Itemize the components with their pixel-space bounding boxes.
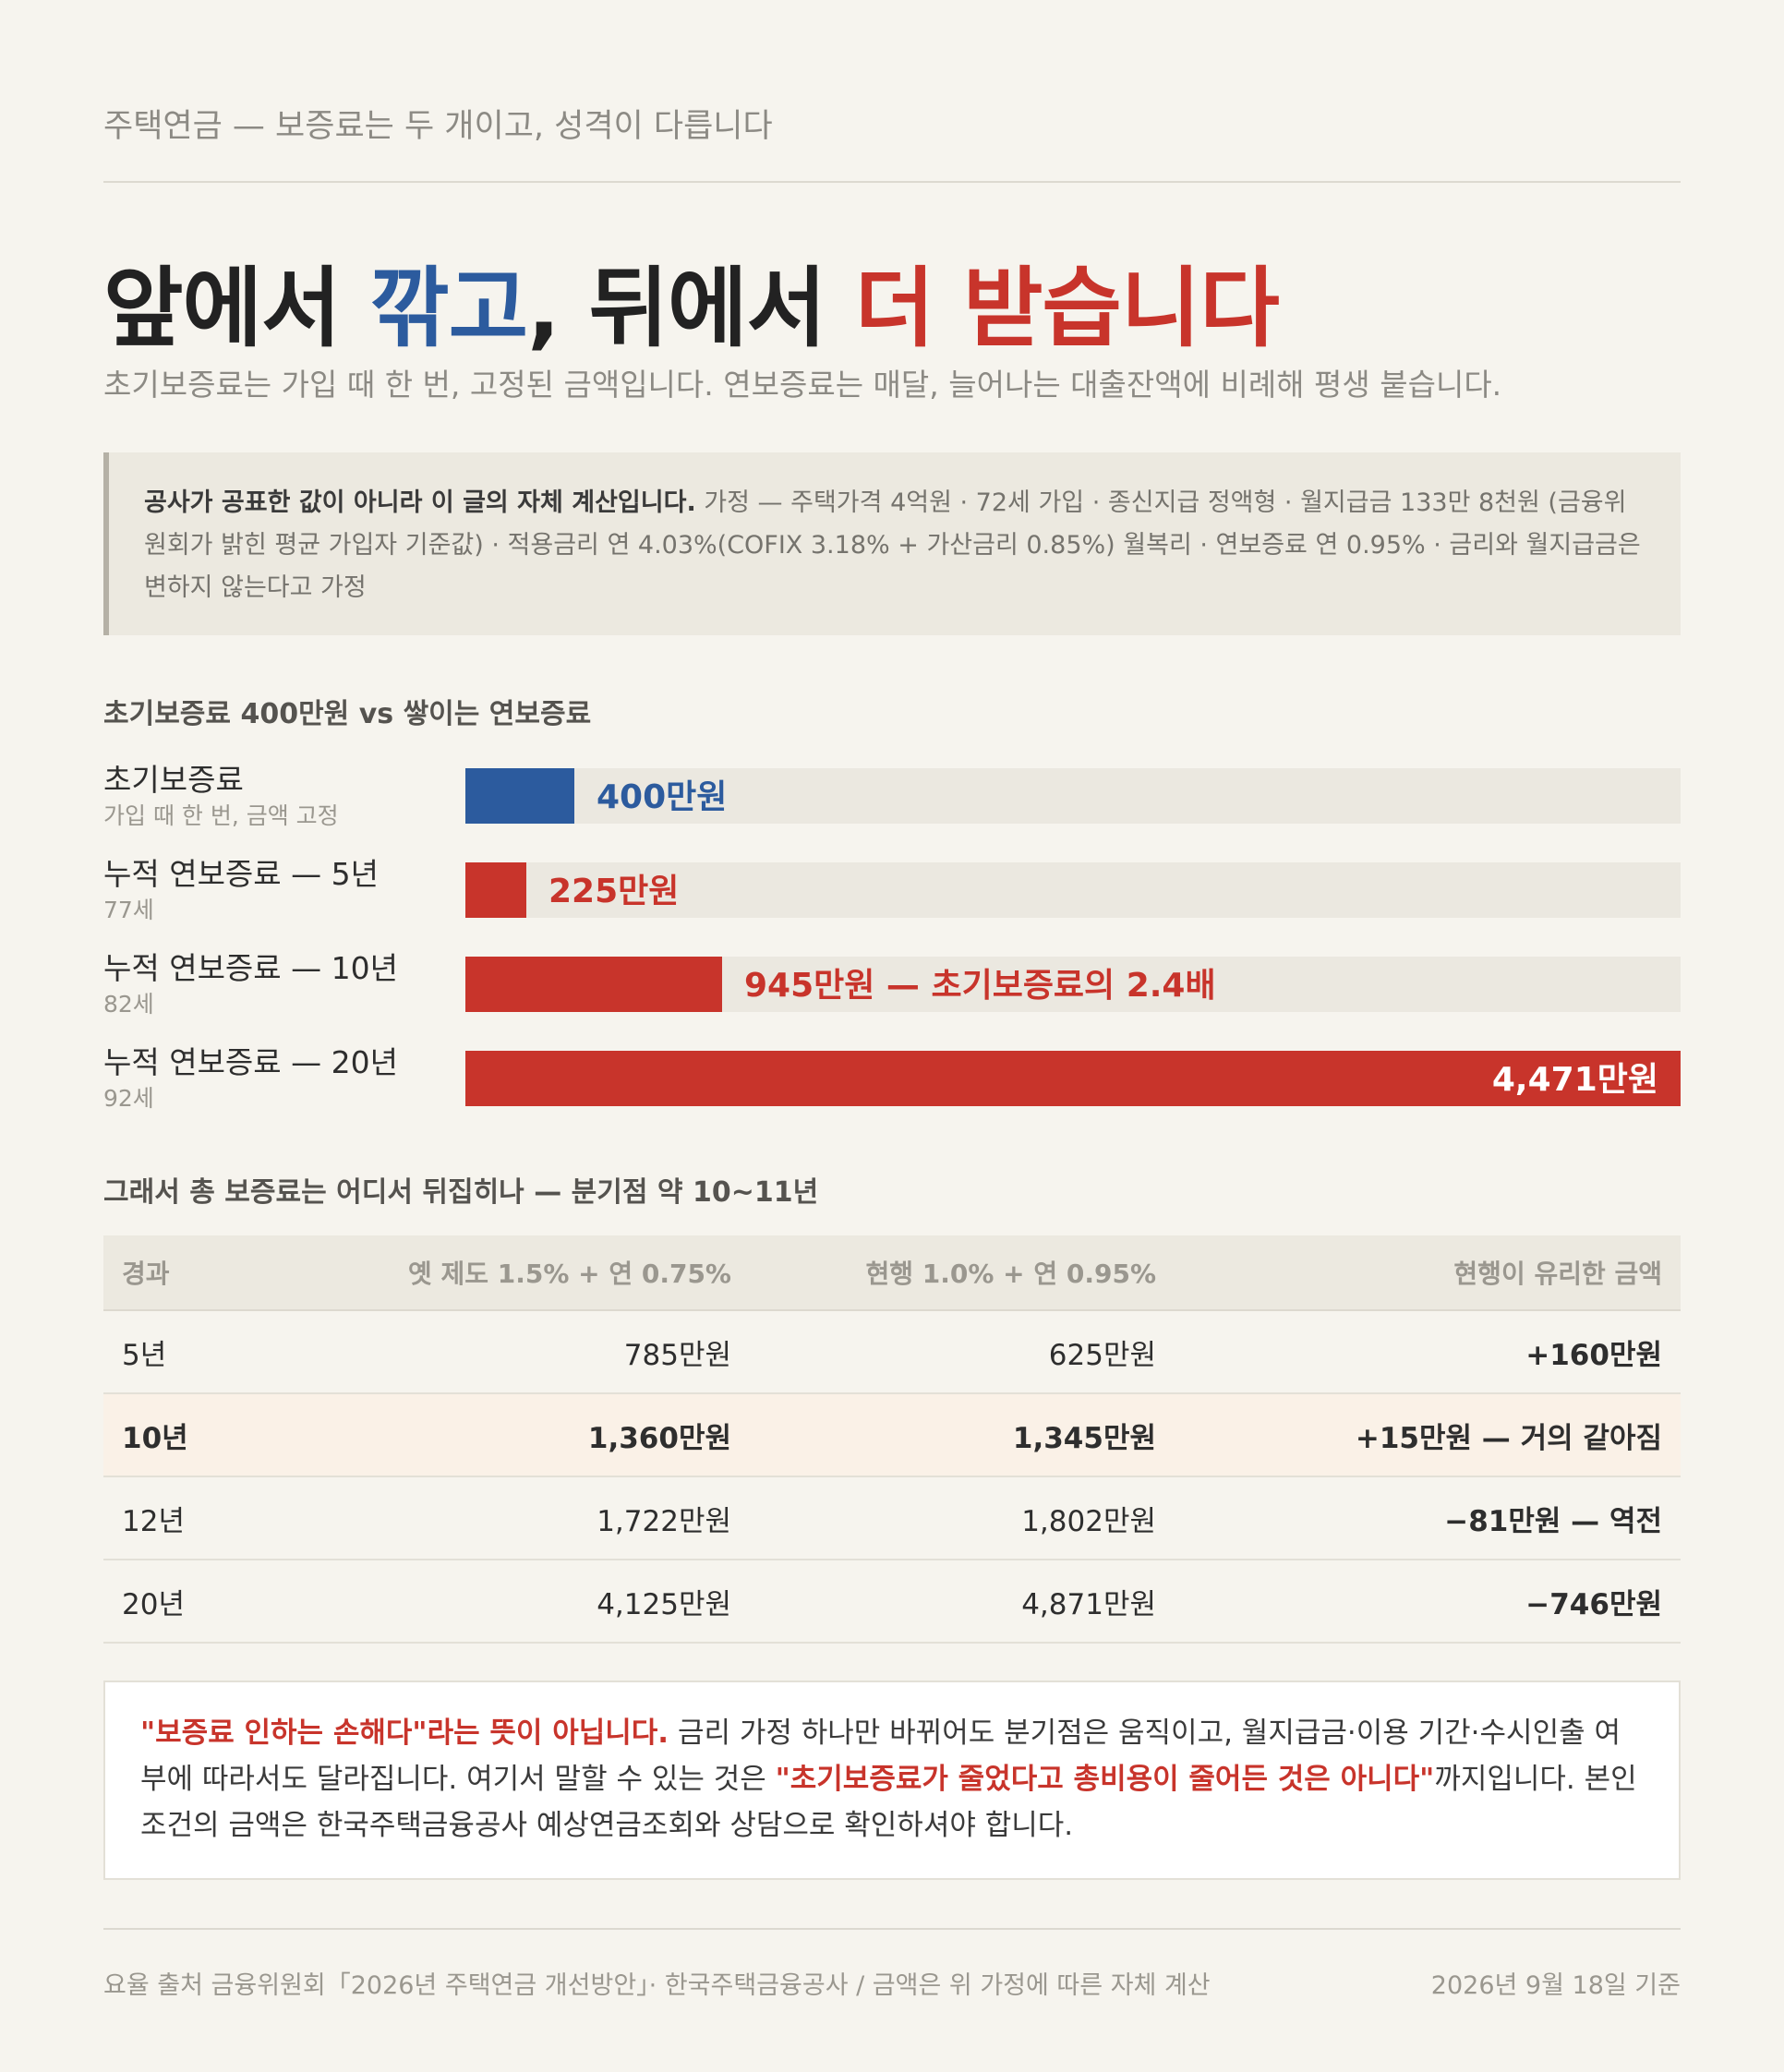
cell-current-system: 1,802만원 bbox=[750, 1476, 1175, 1560]
assumption-note: 공사가 공표한 값이 아니라 이 글의 자체 계산입니다. 가정 — 주택가격 … bbox=[103, 452, 1681, 635]
cell-current-system: 625만원 bbox=[750, 1310, 1175, 1394]
headline-part-3: , 뒤에서 bbox=[527, 259, 855, 359]
cell-current-system: 4,871만원 bbox=[750, 1560, 1175, 1644]
table-row: 20년 4,125만원 4,871만원 −746만원 bbox=[103, 1560, 1681, 1644]
bar-track: 225만원 bbox=[465, 862, 1681, 918]
bar-label: 누적 연보증료 — 5년 bbox=[103, 856, 379, 892]
caveat-callout: "보증료 인하는 손해다"라는 뜻이 아닙니다. 금리 가정 하나만 바뀌어도 … bbox=[103, 1680, 1681, 1880]
footer-divider bbox=[103, 1928, 1681, 1930]
bar-value-label: 400만원 bbox=[597, 778, 728, 816]
footer-source: 요율 출처 금융위원회「2026년 주택연금 개선방안」· 한국주택금융공사 /… bbox=[103, 1971, 1211, 2000]
assumption-note-bold: 공사가 공표한 값이 아니라 이 글의 자체 계산입니다. bbox=[144, 488, 696, 517]
bar-sublabel: 82세 bbox=[103, 991, 154, 1018]
table-row: 5년 785만원 625만원 +160만원 bbox=[103, 1310, 1681, 1394]
bar-value-label: 4,471만원 bbox=[1491, 1061, 1658, 1099]
callout-text-1: 금리 가정 하나만 바뀌어도 분기점은 움직이고, 월지급금·이용 기간·수시인… bbox=[140, 1717, 1621, 1796]
top-divider bbox=[103, 181, 1681, 183]
callout-text-2: 까지입니다. 본인 조건의 금액은 한국주택금융공사 예상연금조회와 상담으로 … bbox=[140, 1763, 1637, 1842]
headline-part-2: 깎고 bbox=[369, 259, 528, 359]
bar-track: 945만원 — 초기보증료의 2.4배 bbox=[465, 957, 1681, 1012]
bar-value-label: 225만원 bbox=[548, 873, 680, 910]
cell-old-system: 4,125만원 bbox=[325, 1560, 750, 1644]
cell-difference: −746만원 bbox=[1175, 1560, 1681, 1644]
bar bbox=[465, 862, 526, 918]
assumption-note-text: 가정 — 주택가격 4억원 · 72세 가입 · 종신지급 정액형 · 월지급금… bbox=[144, 488, 1641, 602]
column-header-period: 경과 bbox=[103, 1235, 325, 1311]
cell-difference: −81만원 — 역전 bbox=[1175, 1476, 1681, 1560]
bar-track: 4,471만원 bbox=[465, 1051, 1681, 1106]
bar-sublabel: 77세 bbox=[103, 897, 154, 923]
bar-label: 누적 연보증료 — 20년 bbox=[103, 1044, 398, 1080]
chart-title: 초기보증료 400만원 vs 쌓이는 연보증료 bbox=[103, 698, 592, 730]
cell-period: 12년 bbox=[103, 1476, 325, 1560]
bar-value-label: 945만원 — 초기보증료의 2.4배 bbox=[744, 967, 1216, 1005]
table-header-row: 경과 옛 제도 1.5% + 연 0.75% 현행 1.0% + 연 0.95%… bbox=[103, 1235, 1681, 1311]
table-title: 그래서 총 보증료는 어디서 뒤집히나 — 분기점 약 10~11년 bbox=[103, 1176, 819, 1209]
bar-row: 누적 연보증료 — 5년 77세 225만원 bbox=[103, 849, 1681, 933]
callout-emphasis-2: "초기보증료가 줄었다고 총비용이 줄어든 것은 아니다" bbox=[775, 1763, 1435, 1796]
kicker: 주택연금 — 보증료는 두 개이고, 성격이 다릅니다 bbox=[103, 108, 773, 145]
bar-label: 초기보증료 bbox=[103, 762, 244, 798]
cell-difference: +15만원 — 거의 같아짐 bbox=[1175, 1393, 1681, 1477]
column-header-old: 옛 제도 1.5% + 연 0.75% bbox=[325, 1235, 750, 1311]
cell-period: 5년 bbox=[103, 1310, 325, 1394]
bar bbox=[465, 1051, 1681, 1106]
bar-row: 누적 연보증료 — 20년 92세 4,471만원 bbox=[103, 1038, 1681, 1121]
bar-row: 누적 연보증료 — 10년 82세 945만원 — 초기보증료의 2.4배 bbox=[103, 944, 1681, 1027]
cell-old-system: 785만원 bbox=[325, 1310, 750, 1394]
bar bbox=[465, 957, 722, 1012]
column-header-diff: 현행이 유리한 금액 bbox=[1175, 1235, 1681, 1311]
table-row: 12년 1,722만원 1,802만원 −81만원 — 역전 bbox=[103, 1476, 1681, 1560]
cell-period: 20년 bbox=[103, 1560, 325, 1644]
subtitle: 초기보증료는 가입 때 한 번, 고정된 금액입니다. 연보증료는 매달, 늘어… bbox=[103, 367, 1502, 403]
callout-emphasis-1: "보증료 인하는 손해다"라는 뜻이 아닙니다. bbox=[140, 1717, 669, 1750]
headline-part-4: 더 받습니다 bbox=[854, 259, 1280, 359]
column-header-new: 현행 1.0% + 연 0.95% bbox=[750, 1235, 1175, 1311]
cell-current-system: 1,345만원 bbox=[750, 1393, 1175, 1477]
cell-difference: +160만원 bbox=[1175, 1310, 1681, 1394]
bar-sublabel: 가입 때 한 번, 금액 고정 bbox=[103, 802, 339, 829]
table-row: 10년 1,360만원 1,345만원 +15만원 — 거의 같아짐 bbox=[103, 1393, 1681, 1477]
cell-old-system: 1,722만원 bbox=[325, 1476, 750, 1560]
bar-sublabel: 92세 bbox=[103, 1085, 154, 1112]
bar bbox=[465, 768, 574, 824]
cell-old-system: 1,360만원 bbox=[325, 1393, 750, 1477]
footer-date: 2026년 9월 18일 기준 bbox=[1430, 1971, 1681, 2000]
headline-part-1: 앞에서 bbox=[103, 259, 370, 359]
bar-label: 누적 연보증료 — 10년 bbox=[103, 950, 398, 986]
headline: 앞에서 깎고, 뒤에서 더 받습니다 bbox=[103, 238, 1280, 364]
bar-track: 400만원 bbox=[465, 768, 1681, 824]
cell-period: 10년 bbox=[103, 1393, 325, 1477]
table-body: 5년 785만원 625만원 +160만원 10년 1,360만원 1,345만원 +15만원… bbox=[103, 1310, 1681, 1644]
comparison-table: 경과 옛 제도 1.5% + 연 0.75% 현행 1.0% + 연 0.95%… bbox=[103, 1235, 1681, 1644]
